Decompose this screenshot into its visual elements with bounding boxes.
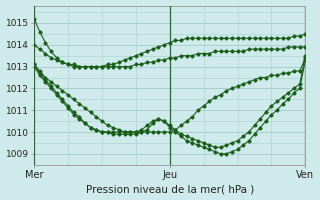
X-axis label: Pression niveau de la mer( hPa ): Pression niveau de la mer( hPa ) <box>86 184 254 194</box>
